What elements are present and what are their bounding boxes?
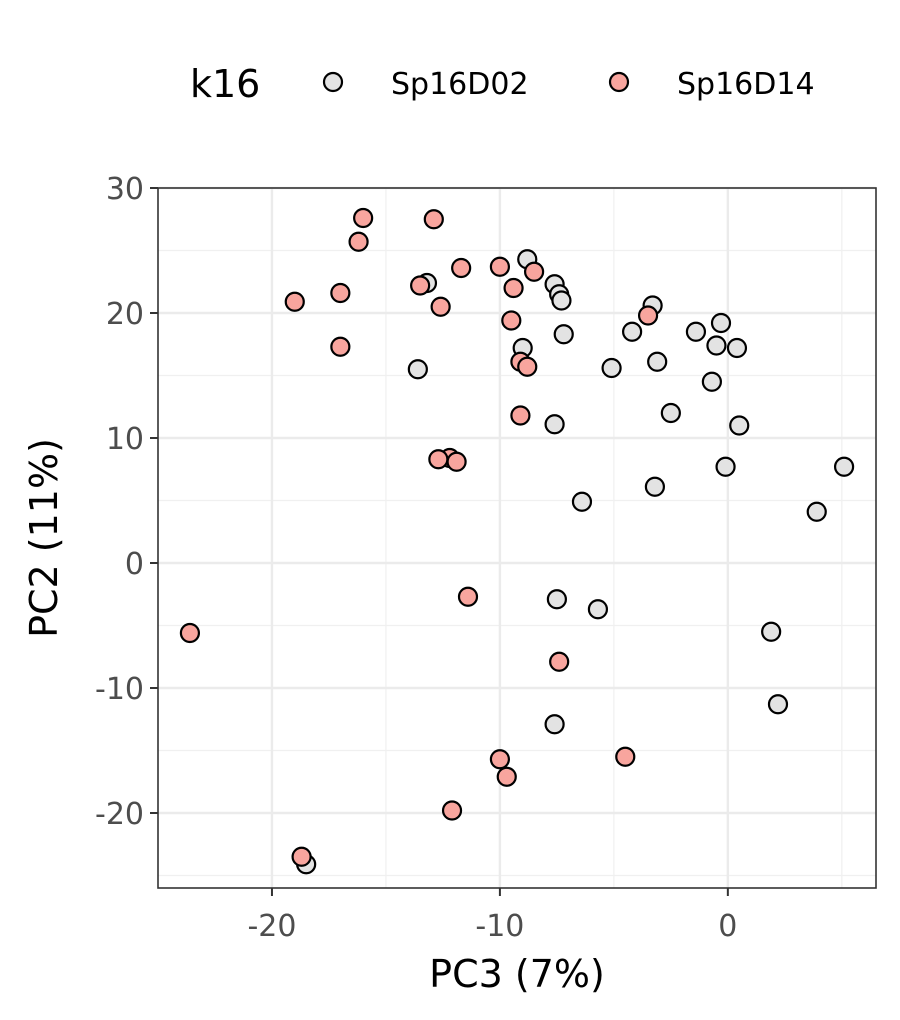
axis-ticks: -20 -10 0 -20 -10 0 10 20 30 — [95, 172, 737, 944]
point-sp16d14 — [503, 277, 524, 299]
x-tick-label: -10 — [475, 909, 524, 944]
point-sp16d02 — [710, 312, 732, 334]
point-sp16d14 — [549, 651, 570, 672]
point-sp16d02 — [706, 335, 727, 356]
point-sp16d02 — [571, 491, 593, 512]
point-sp16d02 — [622, 321, 643, 342]
legend-title: k16 — [190, 62, 260, 106]
point-sp16d02 — [715, 456, 736, 477]
point-sp16d14 — [457, 586, 479, 607]
data-points — [179, 207, 855, 875]
point-sp16d02 — [546, 589, 567, 610]
plot-panel — [158, 188, 876, 888]
point-sp16d02 — [587, 599, 609, 620]
point-sp16d02 — [726, 337, 748, 359]
point-sp16d14 — [330, 282, 351, 304]
legend: k16 Sp16D02 Sp16D14 — [190, 62, 815, 106]
point-sp16d14 — [510, 405, 531, 426]
point-sp16d14 — [489, 749, 511, 770]
point-sp16d14 — [517, 356, 538, 377]
point-sp16d14 — [410, 275, 431, 296]
point-sp16d14 — [348, 231, 369, 252]
plot-border — [157, 187, 877, 889]
point-sp16d02 — [833, 456, 855, 477]
point-sp16d14 — [496, 766, 517, 787]
y-tick-label: 20 — [106, 297, 144, 332]
point-sp16d14 — [330, 336, 351, 357]
x-tick-label: 0 — [718, 909, 737, 944]
legend-label-sp16d02: Sp16D02 — [391, 67, 529, 102]
point-sp16d14 — [179, 622, 201, 644]
point-sp16d02 — [806, 501, 827, 522]
point-sp16d14 — [615, 746, 636, 767]
y-tick-label: 30 — [106, 172, 144, 207]
point-sp16d14 — [353, 207, 374, 229]
y-tick-label: 10 — [106, 422, 144, 457]
point-sp16d02 — [660, 402, 681, 424]
point-sp16d02 — [551, 290, 572, 311]
point-sp16d02 — [644, 476, 666, 497]
point-sp16d14 — [637, 305, 659, 326]
legend-key-sp16d14 — [608, 71, 630, 93]
y-tick-label: -10 — [95, 672, 144, 707]
x-axis-title: PC3 (7%) — [429, 952, 605, 996]
point-sp16d14 — [523, 261, 545, 282]
point-sp16d02 — [553, 324, 574, 345]
point-sp16d14 — [430, 296, 451, 317]
point-sp16d02 — [701, 371, 722, 392]
point-sp16d14 — [441, 800, 463, 821]
point-sp16d02 — [544, 414, 565, 435]
legend-label-sp16d14: Sp16D14 — [677, 67, 815, 102]
point-sp16d14 — [284, 291, 305, 312]
point-sp16d02 — [685, 321, 707, 342]
point-sp16d02 — [407, 359, 428, 380]
x-tick-label: -20 — [247, 909, 296, 944]
y-tick-label: 0 — [125, 547, 144, 582]
point-sp16d02 — [729, 415, 750, 436]
point-sp16d14 — [423, 209, 444, 230]
point-sp16d02 — [647, 351, 668, 372]
point-sp16d14 — [428, 449, 449, 470]
legend-key-sp16d02 — [322, 71, 344, 93]
y-tick-label: -20 — [95, 797, 144, 832]
point-sp16d02 — [601, 357, 622, 379]
point-sp16d14 — [446, 451, 467, 472]
point-sp16d14 — [451, 257, 472, 279]
y-axis-title: PC2 (11%) — [22, 438, 66, 638]
point-sp16d02 — [544, 714, 565, 735]
point-sp16d02 — [767, 694, 789, 715]
point-sp16d14 — [291, 846, 312, 867]
point-sp16d14 — [489, 256, 511, 277]
point-sp16d02 — [761, 621, 782, 642]
point-sp16d14 — [501, 310, 522, 331]
